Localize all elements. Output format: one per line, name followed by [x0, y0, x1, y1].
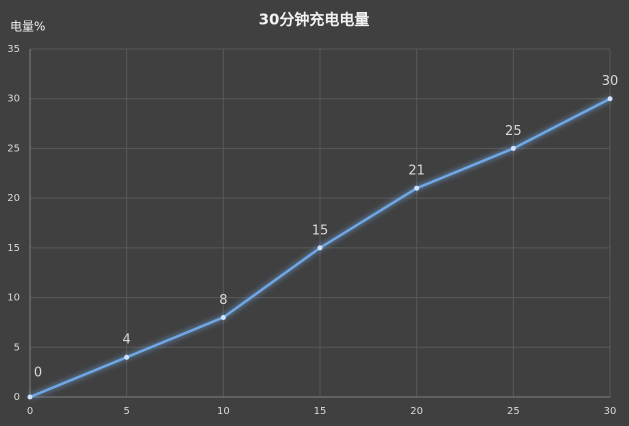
- x-tick-label: 20: [410, 406, 423, 417]
- y-tick-label: 30: [7, 94, 20, 105]
- point: [607, 96, 613, 102]
- y-tick-label: 20: [7, 193, 20, 204]
- point: [27, 394, 33, 400]
- y-tick-label: 35: [7, 44, 20, 55]
- data-label: 0: [34, 366, 42, 381]
- data-label: 21: [408, 164, 425, 179]
- data-label: 4: [123, 333, 131, 348]
- point: [414, 185, 420, 191]
- x-tick-label: 0: [27, 406, 33, 417]
- data-label: 30: [602, 74, 619, 89]
- x-tick-label: 25: [507, 406, 520, 417]
- point: [220, 314, 226, 320]
- y-tick-label: 0: [14, 392, 20, 403]
- y-axis-label: 电量%: [10, 20, 45, 34]
- y-tick-label: 25: [7, 143, 20, 154]
- point: [510, 145, 516, 151]
- point: [124, 354, 130, 360]
- y-tick-label: 5: [14, 342, 20, 353]
- x-tick-label: 5: [123, 406, 129, 417]
- data-label: 25: [505, 124, 522, 139]
- x-tick-label: 10: [217, 406, 230, 417]
- chart-title: 30分钟充电电量: [259, 11, 370, 29]
- point: [317, 245, 323, 251]
- data-label: 15: [312, 223, 329, 238]
- x-tick-label: 15: [314, 406, 327, 417]
- y-tick-label: 15: [7, 243, 20, 254]
- y-tick-label: 10: [7, 293, 20, 304]
- x-tick-label: 30: [604, 406, 617, 417]
- data-label: 8: [219, 293, 227, 308]
